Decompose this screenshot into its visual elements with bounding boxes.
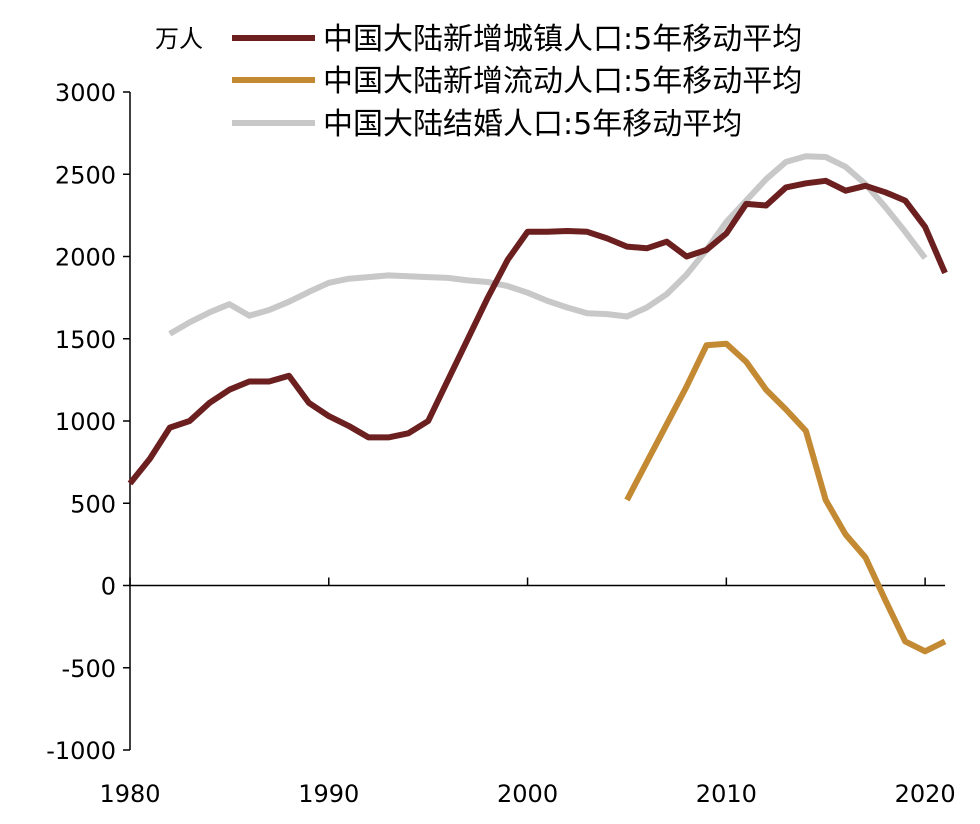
series-lines	[127, 153, 948, 655]
y-tick-label: 2000	[55, 244, 116, 272]
y-tick-label: 0	[101, 573, 116, 601]
series-line-1	[127, 177, 948, 486]
legend-label-2: 中国大陆新增流动人口:5年移动平均	[323, 64, 802, 99]
legend-label-3: 中国大陆结婚人口:5年移动平均	[323, 107, 742, 142]
unit-label: 万人	[155, 25, 203, 53]
y-tick-label: 3000	[55, 79, 116, 107]
y-tick-label: 500	[70, 490, 116, 518]
x-tick-label: 2020	[895, 780, 956, 808]
y-tick-label: 1000	[55, 408, 116, 436]
x-tick-label: 2010	[696, 780, 757, 808]
x-tick-label: 1990	[298, 780, 359, 808]
legend: 中国大陆新增城镇人口:5年移动平均中国大陆新增流动人口:5年移动平均中国大陆结婚…	[232, 22, 802, 142]
y-tick-label: 2500	[55, 161, 116, 189]
series-line-2	[624, 340, 947, 655]
y-tick-label: -1000	[46, 737, 116, 765]
legend-label-1: 中国大陆新增城镇人口:5年移动平均	[323, 22, 802, 57]
y-tick-label: 1500	[55, 326, 116, 354]
x-tick-label: 1980	[99, 780, 160, 808]
axes: 3000 2500 2000 1500 1000 500 0 -500 -1000 1980 199…	[46, 79, 955, 808]
series-line-3	[168, 153, 928, 337]
y-tick-label: -500	[62, 655, 116, 683]
x-tick-label: 2000	[497, 780, 558, 808]
